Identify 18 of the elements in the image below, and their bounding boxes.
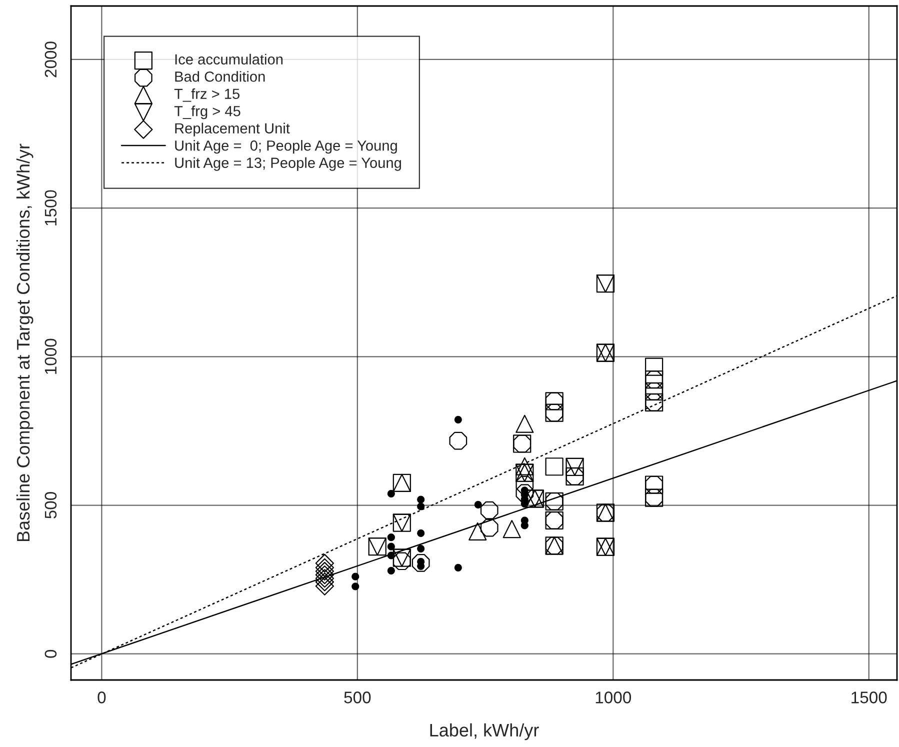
legend-label: Bad Condition <box>175 71 265 82</box>
x-tick-label: 1500 <box>852 692 887 704</box>
legend-label: Unit Age = 0; People Age = Young <box>175 140 397 154</box>
x-axis-title: Label, kWh/yr <box>430 723 539 740</box>
y-tick-label: 2000 <box>44 42 57 78</box>
legend-label: Ice accumulation <box>175 54 283 65</box>
x-tick-label: 500 <box>344 692 371 704</box>
y-tick-label: 1000 <box>44 338 57 374</box>
x-tick-label: 1000 <box>596 692 632 704</box>
x-tick-label: 0 <box>98 692 106 704</box>
y-tick-label: 0 <box>44 650 57 658</box>
legend-label: Unit Age = 13; People Age = Young <box>175 157 401 171</box>
y-axis-title: Baseline Component at Target Conditions, kWh/yr <box>16 144 34 542</box>
y-tick-label: 500 <box>44 492 57 518</box>
y-tick-label: 1500 <box>44 190 57 226</box>
legend-label: T_frg > 45 <box>174 106 240 120</box>
legend-label: T_frz > 15 <box>174 88 240 102</box>
legend-label: Replacement Unit <box>175 122 290 136</box>
